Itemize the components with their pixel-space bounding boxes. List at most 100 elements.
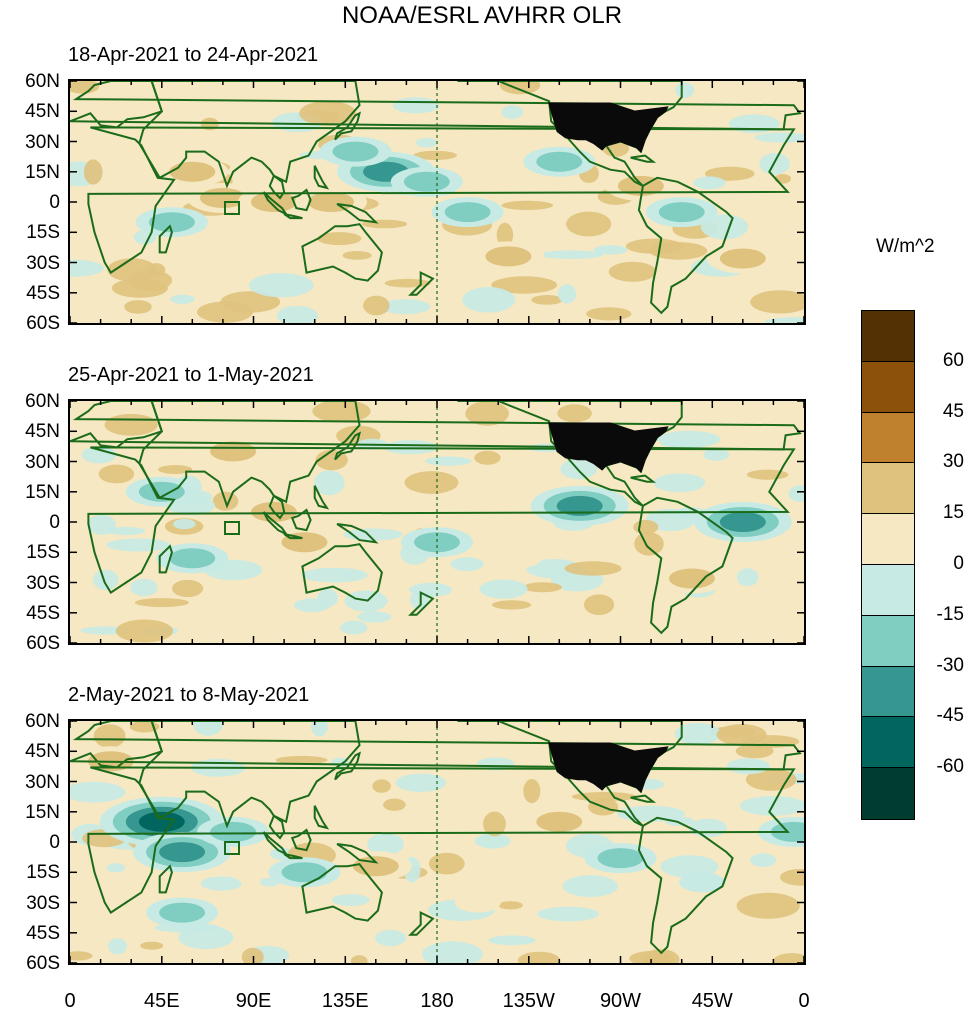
colorbar-label: 0 — [953, 553, 964, 574]
olr-map-svg — [70, 81, 804, 323]
coastline-asia — [131, 401, 361, 509]
texture-patch — [375, 929, 407, 947]
coastline-philippines — [313, 805, 330, 830]
lat-label: 30N — [25, 451, 60, 473]
texture-patch — [586, 307, 632, 321]
lat-label: 45N — [25, 741, 60, 763]
texture-patch — [350, 955, 368, 963]
lat-label: 15S — [26, 862, 60, 884]
anomaly-contour — [597, 848, 644, 869]
colorbar-label: 15 — [942, 502, 964, 524]
colorbar-label: -45 — [936, 705, 964, 727]
texture-patch — [750, 853, 777, 867]
colorbar-segment — [862, 463, 914, 515]
coastline-sea — [268, 174, 286, 200]
colorbar-segment — [862, 717, 914, 769]
coastlines — [70, 401, 802, 635]
texture-patch — [557, 404, 592, 423]
texture-patch — [357, 611, 392, 623]
coastline-australia — [301, 223, 383, 282]
coastline-java — [283, 533, 303, 540]
colorbar — [861, 310, 915, 820]
panel-2-title: 25-Apr-2021 to 1-May-2021 — [68, 364, 314, 386]
coastline-southamerica — [637, 816, 734, 955]
coastline-cuba — [630, 474, 657, 483]
texture-patch — [538, 250, 604, 259]
lat-label: 0 — [49, 832, 60, 853]
lon-label: 45E — [143, 990, 180, 1012]
texture-patch — [124, 300, 152, 314]
texture-patch — [657, 430, 721, 448]
coastline-japan — [334, 111, 361, 141]
anomaly-contour — [444, 202, 491, 223]
coastline-cuba — [630, 794, 657, 803]
texture-patch — [754, 132, 804, 143]
texture-patch — [746, 469, 789, 480]
map-panel-3 — [68, 719, 806, 965]
anomaly-contour — [454, 892, 501, 913]
texture-patch — [780, 869, 804, 886]
texture-patch — [105, 526, 146, 536]
texture-patch — [248, 273, 314, 298]
texture-patch — [479, 579, 528, 599]
texture-patch — [299, 100, 356, 126]
texture-patch — [726, 758, 770, 775]
texture-patch — [675, 82, 695, 98]
colorbar-segment — [862, 565, 914, 616]
colorbar-label: 45 — [942, 400, 964, 422]
panel-3-title: 2-May-2021 to 8-May-2021 — [68, 684, 310, 706]
lat-label: 0 — [49, 512, 60, 533]
texture-patch — [108, 938, 127, 955]
anomaly-contour — [485, 246, 532, 267]
coastline-japan — [334, 431, 361, 461]
texture-patch — [450, 557, 484, 572]
coastline-philippines — [313, 165, 330, 190]
lat-label: 0 — [49, 192, 60, 213]
texture-patch — [564, 561, 622, 576]
texture-patch — [70, 259, 104, 277]
lon-label: 0 — [798, 990, 810, 1012]
texture-patch — [130, 578, 158, 597]
lon-label: 135E — [321, 990, 369, 1012]
texture-patch — [343, 528, 403, 541]
texture-patch — [649, 242, 708, 260]
anomaly-contour — [536, 151, 583, 172]
anomaly-contour — [159, 842, 206, 863]
texture-patch — [275, 755, 328, 765]
texture-patch — [106, 863, 125, 873]
anomaly-contour — [210, 821, 257, 842]
lat-label: 45S — [26, 602, 60, 624]
texture-patch — [498, 901, 523, 910]
anomaly-contour — [414, 532, 460, 553]
anomaly-contour — [536, 811, 583, 832]
lat-label: 15S — [26, 542, 60, 564]
anomaly-contour — [719, 512, 766, 532]
colorbar-label: 60 — [942, 349, 964, 371]
coastline-madagascar — [158, 544, 173, 574]
lon-label: 90W — [599, 990, 642, 1012]
texture-patch — [773, 953, 804, 963]
coastline-southamerica — [637, 176, 734, 315]
lat-label: 60S — [26, 313, 60, 334]
region-box — [224, 841, 240, 855]
texture-patch — [501, 105, 524, 119]
texture-patch — [562, 875, 618, 898]
coastline-africa — [87, 446, 796, 595]
colorbar-label: -30 — [936, 654, 964, 676]
lat-label: 60N — [25, 391, 60, 412]
texture-patch — [492, 600, 532, 610]
usa-boundaries — [548, 742, 669, 793]
texture-patch — [363, 295, 390, 316]
texture-patch — [674, 722, 722, 745]
texture-patch — [87, 514, 116, 535]
texture-patch — [70, 81, 100, 94]
coastline-africa — [87, 126, 796, 275]
texture-patch — [465, 401, 509, 426]
texture-patch — [537, 906, 599, 922]
colorbar-segment — [862, 412, 914, 464]
anomaly-contour — [679, 872, 726, 893]
lat-label: 15S — [26, 222, 60, 244]
texture-patch — [172, 579, 204, 598]
texture-patch — [93, 569, 119, 590]
coastline-asia — [131, 721, 361, 829]
